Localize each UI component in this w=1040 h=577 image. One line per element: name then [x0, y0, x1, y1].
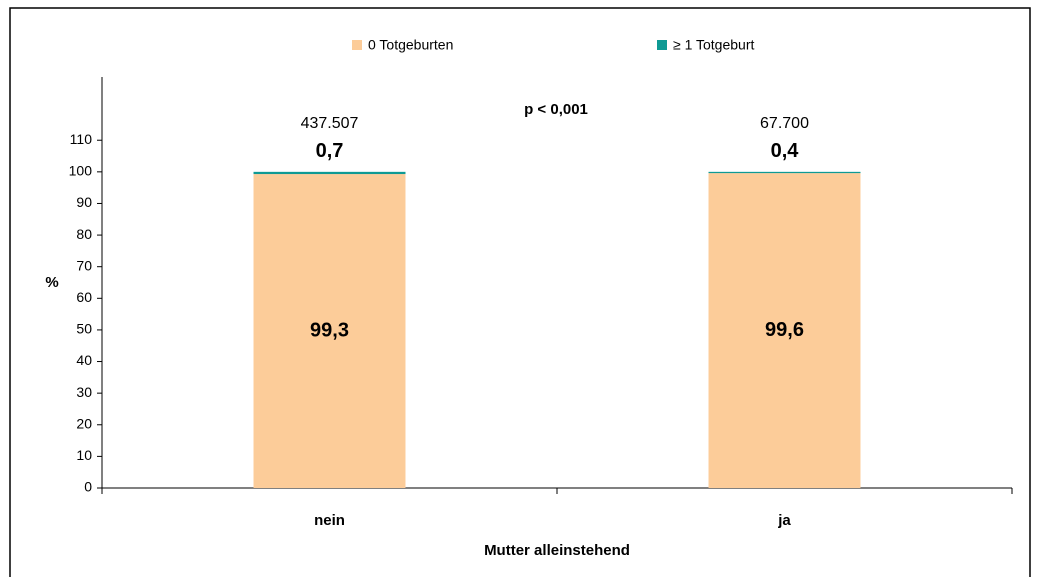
y-tick-label: 50	[76, 321, 92, 337]
total-label: 67.700	[760, 115, 809, 132]
value-label: 99,6	[765, 319, 804, 341]
y-tick-label: 10	[76, 447, 92, 463]
y-tick-label: 20	[76, 415, 92, 431]
bar-segment	[253, 171, 406, 175]
value-label: 0,4	[771, 140, 800, 162]
legend-swatch	[657, 40, 667, 50]
bar-segment	[253, 174, 406, 488]
x-tick-label: ja	[777, 512, 791, 529]
y-tick-label: 0	[84, 479, 92, 495]
y-tick-label: 70	[76, 257, 92, 273]
bar-segment	[708, 173, 861, 488]
x-axis-label: Mutter alleinstehend	[484, 542, 630, 559]
y-tick-label: 60	[76, 289, 92, 305]
chart-frame	[9, 7, 1031, 577]
x-tick-label: nein	[314, 512, 345, 529]
legend-swatch	[352, 40, 362, 50]
y-tick-label: 80	[76, 226, 92, 242]
total-label: 437.507	[301, 115, 359, 132]
y-tick-label: 110	[70, 131, 93, 147]
legend-label: 0 Totgeburten	[368, 37, 453, 53]
y-axis-label: %	[45, 274, 58, 291]
bar-segment	[708, 171, 861, 174]
y-tick-label: 30	[76, 384, 92, 400]
y-tick-label: 100	[69, 163, 93, 179]
y-tick-label: 40	[76, 352, 92, 368]
value-label: 99,3	[310, 319, 349, 341]
annotation: p < 0,001	[524, 101, 588, 118]
value-label: 0,7	[316, 140, 344, 162]
y-tick-label: 90	[76, 194, 92, 210]
legend-label: ≥ 1 Totgeburt	[673, 37, 754, 53]
